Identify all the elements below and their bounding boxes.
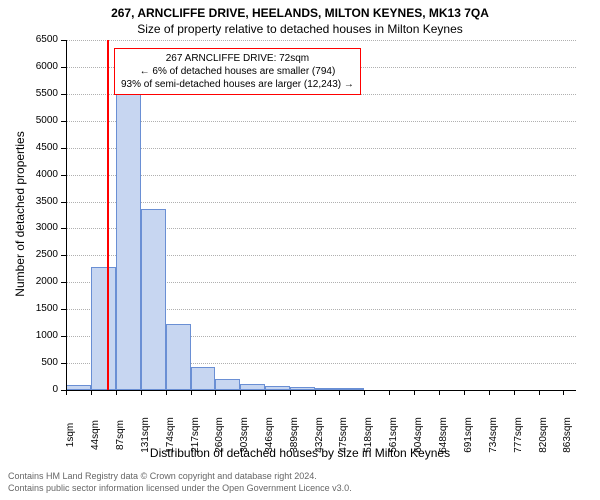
y-tick-label: 2000	[26, 277, 58, 287]
x-tick-mark	[364, 390, 365, 395]
x-tick-mark	[514, 390, 515, 395]
y-tick-mark	[61, 228, 66, 229]
x-tick-mark	[141, 390, 142, 395]
y-tick-label: 3000	[26, 223, 58, 233]
gridline	[66, 175, 576, 176]
footer-line-1: Contains HM Land Registry data © Crown c…	[8, 470, 592, 482]
plot-area: 267 ARNCLIFFE DRIVE: 72sqm← 6% of detach…	[66, 40, 576, 390]
y-tick-mark	[61, 67, 66, 68]
x-tick-mark	[215, 390, 216, 395]
y-tick-mark	[61, 148, 66, 149]
gridline	[66, 202, 576, 203]
y-tick-label: 6000	[26, 62, 58, 72]
y-tick-mark	[61, 282, 66, 283]
x-tick-mark	[315, 390, 316, 395]
y-tick-mark	[61, 309, 66, 310]
chart-container: 267, ARNCLIFFE DRIVE, HEELANDS, MILTON K…	[0, 0, 600, 500]
y-tick-label: 4000	[26, 170, 58, 180]
x-tick-mark	[265, 390, 266, 395]
y-tick-label: 6500	[26, 35, 58, 45]
y-tick-label: 3500	[26, 197, 58, 207]
y-tick-label: 5000	[26, 116, 58, 126]
y-tick-mark	[61, 336, 66, 337]
x-tick-mark	[166, 390, 167, 395]
gridline	[66, 121, 576, 122]
x-tick-mark	[464, 390, 465, 395]
y-tick-mark	[61, 255, 66, 256]
y-tick-mark	[61, 40, 66, 41]
x-tick-mark	[66, 390, 67, 395]
callout-line2: ← 6% of detached houses are smaller (794…	[121, 65, 354, 78]
y-tick-label: 5500	[26, 89, 58, 99]
histogram-bar	[191, 367, 216, 390]
x-axis-label: Distribution of detached houses by size …	[0, 446, 600, 460]
x-tick-mark	[414, 390, 415, 395]
histogram-bar	[215, 379, 240, 390]
histogram-bar	[91, 267, 116, 390]
x-tick-mark	[563, 390, 564, 395]
chart-subtitle: Size of property relative to detached ho…	[0, 22, 600, 36]
y-tick-mark	[61, 175, 66, 176]
footer-line-2: Contains public sector information licen…	[8, 482, 592, 494]
y-axis-label: Number of detached properties	[13, 114, 27, 314]
histogram-bar	[166, 324, 191, 390]
y-tick-label: 4500	[26, 143, 58, 153]
footer-attribution: Contains HM Land Registry data © Crown c…	[8, 470, 592, 494]
y-axis-line	[66, 40, 67, 390]
y-tick-label: 1500	[26, 304, 58, 314]
gridline	[66, 40, 576, 41]
callout-line3: 93% of semi-detached houses are larger (…	[121, 78, 354, 91]
y-tick-label: 2500	[26, 250, 58, 260]
x-tick-mark	[240, 390, 241, 395]
callout-box: 267 ARNCLIFFE DRIVE: 72sqm← 6% of detach…	[114, 48, 361, 95]
y-tick-label: 0	[26, 385, 58, 395]
x-tick-mark	[290, 390, 291, 395]
y-tick-label: 1000	[26, 331, 58, 341]
x-tick-mark	[191, 390, 192, 395]
x-tick-mark	[91, 390, 92, 395]
gridline	[66, 148, 576, 149]
x-tick-mark	[339, 390, 340, 395]
x-tick-label: 1sqm	[66, 423, 76, 447]
y-tick-mark	[61, 202, 66, 203]
histogram-bar	[116, 94, 141, 390]
callout-line1: 267 ARNCLIFFE DRIVE: 72sqm	[121, 52, 354, 65]
y-tick-label: 500	[26, 358, 58, 368]
chart-title: 267, ARNCLIFFE DRIVE, HEELANDS, MILTON K…	[0, 6, 600, 20]
x-tick-mark	[116, 390, 117, 395]
x-tick-mark	[539, 390, 540, 395]
x-tick-mark	[389, 390, 390, 395]
marker-line	[107, 40, 109, 390]
y-tick-mark	[61, 121, 66, 122]
y-tick-mark	[61, 363, 66, 364]
x-tick-mark	[489, 390, 490, 395]
y-tick-mark	[61, 94, 66, 95]
x-tick-mark	[439, 390, 440, 395]
x-axis-line	[66, 390, 576, 391]
histogram-bar	[141, 209, 166, 390]
